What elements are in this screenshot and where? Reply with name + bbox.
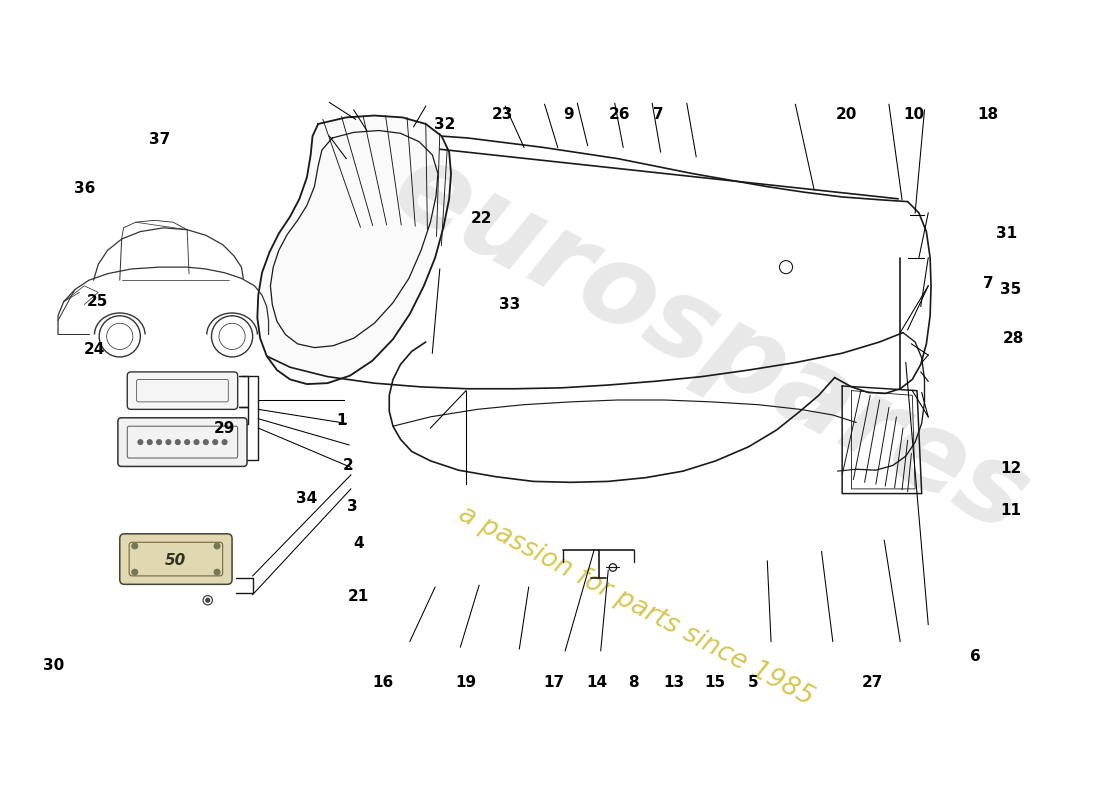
Text: 22: 22 <box>471 211 493 226</box>
Text: 23: 23 <box>492 106 513 122</box>
Circle shape <box>132 570 138 575</box>
Circle shape <box>213 440 218 445</box>
Circle shape <box>132 543 138 549</box>
Text: 20: 20 <box>835 106 857 122</box>
Text: 13: 13 <box>663 675 685 690</box>
Text: 33: 33 <box>499 297 520 312</box>
Text: 7: 7 <box>653 106 664 122</box>
Text: eurospares: eurospares <box>376 132 1046 556</box>
Text: 4: 4 <box>353 536 363 551</box>
Circle shape <box>214 543 220 549</box>
Text: 14: 14 <box>586 675 607 690</box>
Text: 50: 50 <box>165 553 187 567</box>
Text: 31: 31 <box>997 226 1018 242</box>
FancyBboxPatch shape <box>120 534 232 584</box>
Text: 24: 24 <box>84 342 106 357</box>
Text: 37: 37 <box>148 132 170 147</box>
Text: 29: 29 <box>213 421 235 436</box>
Text: 19: 19 <box>455 675 476 690</box>
Text: 7: 7 <box>982 277 993 291</box>
Circle shape <box>138 440 143 445</box>
Circle shape <box>206 598 210 602</box>
Text: 35: 35 <box>1000 282 1022 297</box>
Text: 5: 5 <box>748 675 759 690</box>
Text: 28: 28 <box>1003 331 1024 346</box>
Text: 18: 18 <box>978 106 999 122</box>
Text: 11: 11 <box>1000 503 1021 518</box>
Text: 21: 21 <box>348 589 369 604</box>
Circle shape <box>185 440 189 445</box>
Text: 10: 10 <box>903 106 925 122</box>
Circle shape <box>156 440 162 445</box>
Text: 1: 1 <box>337 414 346 429</box>
Circle shape <box>147 440 152 445</box>
Text: 6: 6 <box>970 649 981 663</box>
Text: 36: 36 <box>74 182 95 197</box>
Circle shape <box>204 440 208 445</box>
Text: 25: 25 <box>87 294 109 309</box>
Text: 12: 12 <box>1000 462 1022 476</box>
Text: 8: 8 <box>628 675 638 690</box>
Polygon shape <box>257 115 451 384</box>
Text: 17: 17 <box>543 675 564 690</box>
Text: 16: 16 <box>372 675 394 690</box>
Circle shape <box>195 440 199 445</box>
Text: 30: 30 <box>43 658 64 674</box>
Text: 27: 27 <box>862 675 883 690</box>
FancyBboxPatch shape <box>128 372 238 410</box>
Text: 26: 26 <box>609 106 630 122</box>
Text: 32: 32 <box>434 117 455 132</box>
Text: 34: 34 <box>296 491 318 506</box>
Text: 3: 3 <box>346 498 358 514</box>
Circle shape <box>175 440 180 445</box>
FancyBboxPatch shape <box>118 418 248 466</box>
Circle shape <box>166 440 170 445</box>
Text: 2: 2 <box>342 458 353 474</box>
Text: 15: 15 <box>705 675 726 690</box>
Text: a passion for parts since 1985: a passion for parts since 1985 <box>454 501 818 711</box>
Text: 9: 9 <box>563 106 573 122</box>
Circle shape <box>214 570 220 575</box>
Circle shape <box>222 440 227 445</box>
